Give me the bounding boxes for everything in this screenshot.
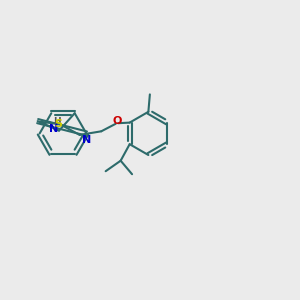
Text: H: H <box>53 116 61 125</box>
Text: N: N <box>82 135 91 145</box>
Text: N: N <box>49 124 58 134</box>
Text: O: O <box>112 116 122 126</box>
Text: S: S <box>54 118 62 128</box>
